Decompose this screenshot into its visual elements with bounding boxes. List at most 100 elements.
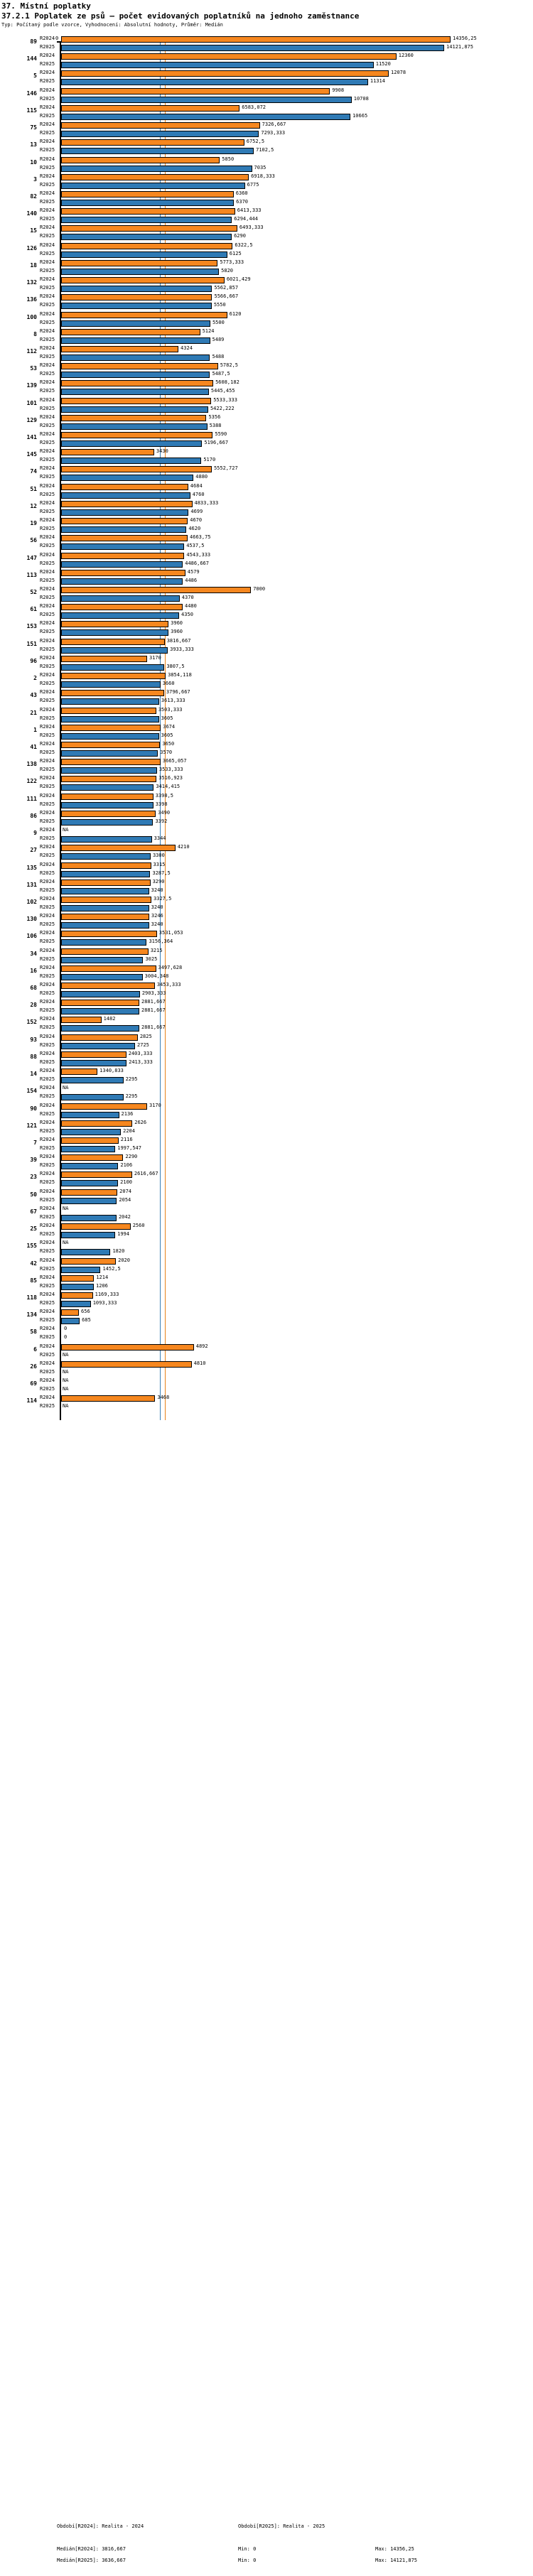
- bar-r2025[interactable]: [61, 629, 169, 637]
- bar-r2024[interactable]: [61, 1034, 138, 1041]
- bar-r2024[interactable]: [61, 879, 151, 886]
- bar-r2024[interactable]: [61, 1171, 132, 1179]
- bar-r2024[interactable]: [61, 225, 237, 232]
- bar-r2025[interactable]: [61, 991, 140, 998]
- bar-r2025[interactable]: [61, 372, 210, 379]
- bar-r2024[interactable]: [61, 1343, 194, 1351]
- bar-r2025[interactable]: [61, 732, 159, 740]
- bar-r2024[interactable]: [61, 432, 213, 439]
- bar-r2025[interactable]: [61, 182, 245, 189]
- bar-r2025[interactable]: [61, 543, 185, 551]
- bar-r2025[interactable]: [61, 646, 168, 654]
- bar-r2024[interactable]: [61, 345, 179, 352]
- bar-r2025[interactable]: [61, 458, 202, 465]
- bar-r2024[interactable]: [61, 1275, 95, 1282]
- bar-r2024[interactable]: [61, 1189, 118, 1196]
- bar-r2025[interactable]: [61, 1025, 139, 1032]
- bar-r2025[interactable]: [61, 767, 157, 774]
- bar-r2024[interactable]: [61, 707, 156, 714]
- bar-r2025[interactable]: [61, 389, 209, 396]
- bar-r2024[interactable]: [61, 483, 188, 490]
- bar-r2025[interactable]: [61, 165, 252, 172]
- bar-r2024[interactable]: [61, 311, 227, 318]
- bar-r2025[interactable]: [61, 561, 183, 568]
- bar-r2024[interactable]: [61, 638, 165, 645]
- bar-r2025[interactable]: [61, 113, 351, 120]
- bar-r2025[interactable]: [61, 1300, 91, 1307]
- bar-r2025[interactable]: [61, 1266, 101, 1273]
- bar-r2024[interactable]: [61, 741, 161, 748]
- bar-r2024[interactable]: [61, 328, 200, 335]
- bar-r2025[interactable]: [61, 199, 235, 206]
- bar-r2024[interactable]: [61, 1360, 192, 1368]
- bar-r2025[interactable]: [61, 268, 220, 275]
- bar-r2025[interactable]: [61, 1008, 139, 1015]
- bar-r2025[interactable]: [61, 1214, 117, 1221]
- bar-r2025[interactable]: [61, 440, 203, 448]
- bar-r2025[interactable]: [61, 1283, 95, 1290]
- bar-r2025[interactable]: [61, 939, 147, 946]
- bar-r2025[interactable]: [61, 148, 254, 155]
- bar-r2025[interactable]: [61, 818, 154, 826]
- bar-r2024[interactable]: [61, 1292, 93, 1299]
- bar-r2024[interactable]: [61, 70, 389, 77]
- bar-r2024[interactable]: [61, 552, 185, 559]
- bar-r2024[interactable]: [61, 1395, 156, 1402]
- bar-r2024[interactable]: [61, 294, 212, 301]
- bar-r2024[interactable]: [61, 87, 330, 94]
- bar-r2024[interactable]: [61, 673, 166, 680]
- bar-r2024[interactable]: [61, 569, 185, 576]
- bar-r2025[interactable]: [61, 922, 149, 929]
- bar-r2025[interactable]: [61, 853, 151, 860]
- bar-r2024[interactable]: [61, 173, 249, 180]
- bar-r2024[interactable]: [61, 1000, 139, 1007]
- bar-r2025[interactable]: [61, 509, 189, 516]
- bar-r2024[interactable]: [61, 655, 147, 662]
- bar-r2024[interactable]: [61, 776, 157, 783]
- bar-r2025[interactable]: [61, 1059, 127, 1066]
- bar-r2025[interactable]: [61, 96, 352, 103]
- bar-r2025[interactable]: [61, 715, 159, 723]
- bar-r2025[interactable]: [61, 698, 159, 705]
- bar-r2025[interactable]: [61, 801, 154, 808]
- bar-r2025[interactable]: [61, 1094, 124, 1101]
- bar-r2024[interactable]: [61, 397, 212, 404]
- bar-r2024[interactable]: [61, 621, 169, 628]
- bar-r2025[interactable]: [61, 578, 183, 585]
- bar-r2024[interactable]: [61, 104, 240, 112]
- bar-r2025[interactable]: [61, 887, 149, 894]
- bar-r2025[interactable]: [61, 234, 232, 241]
- bar-r2024[interactable]: [61, 759, 161, 766]
- bar-r2024[interactable]: [61, 1223, 131, 1230]
- bar-r2025[interactable]: [61, 337, 210, 344]
- bar-r2025[interactable]: [61, 45, 445, 51]
- bar-r2025[interactable]: [61, 1318, 80, 1325]
- bar-r2025[interactable]: [61, 836, 152, 843]
- bar-r2024[interactable]: [61, 914, 149, 921]
- bar-r2025[interactable]: [61, 956, 144, 963]
- bar-r2025[interactable]: [61, 1163, 119, 1170]
- bar-r2025[interactable]: [61, 1077, 124, 1084]
- bar-r2024[interactable]: [61, 931, 157, 938]
- bar-r2025[interactable]: [61, 79, 368, 86]
- bar-r2025[interactable]: [61, 681, 161, 688]
- bar-r2025[interactable]: [61, 354, 210, 361]
- bar-r2025[interactable]: [61, 1197, 117, 1204]
- bar-r2024[interactable]: [61, 1309, 80, 1316]
- bar-r2025[interactable]: [61, 1180, 119, 1187]
- bar-r2024[interactable]: [61, 449, 154, 456]
- bar-r2024[interactable]: [61, 36, 451, 43]
- bar-r2024[interactable]: [61, 380, 214, 387]
- bar-r2025[interactable]: [61, 1128, 122, 1135]
- bar-r2025[interactable]: [61, 784, 154, 791]
- bar-r2025[interactable]: [61, 62, 374, 69]
- bar-r2024[interactable]: [61, 466, 212, 473]
- bar-r2025[interactable]: [61, 251, 227, 258]
- bar-r2025[interactable]: [61, 492, 190, 499]
- bar-r2024[interactable]: [61, 277, 225, 284]
- bar-r2024[interactable]: [61, 1051, 126, 1058]
- bar-r2024[interactable]: [61, 1120, 133, 1127]
- bar-r2024[interactable]: [61, 810, 156, 817]
- bar-r2024[interactable]: [61, 1103, 147, 1110]
- bar-r2024[interactable]: [61, 139, 244, 146]
